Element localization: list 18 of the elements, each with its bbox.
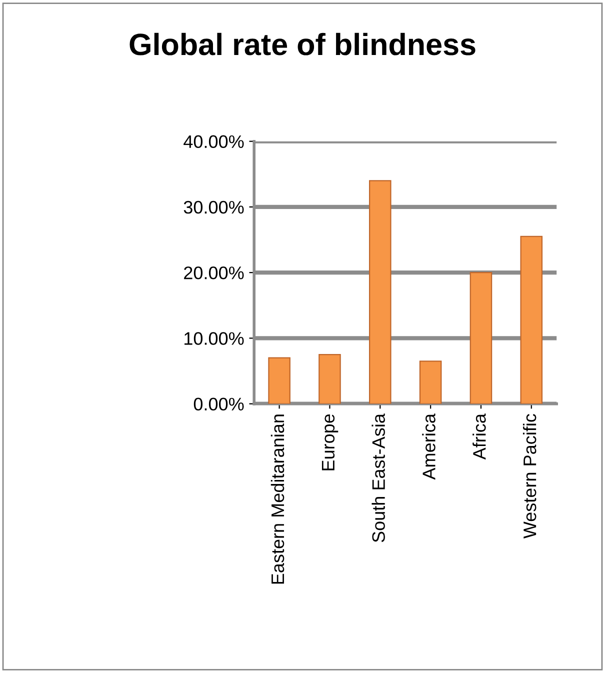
bar xyxy=(419,360,442,404)
chart-title: Global rate of blindness xyxy=(130,32,476,56)
y-tick-label: 40.00% xyxy=(184,135,244,148)
bar xyxy=(268,357,290,404)
y-tick-label: 20.00% xyxy=(184,266,244,280)
y-tick-label: 0.00% xyxy=(194,398,244,411)
y-tick-label: 10.00% xyxy=(184,332,244,345)
bar xyxy=(470,272,492,404)
x-tick-label: Europe xyxy=(322,414,338,470)
x-tick-label: America xyxy=(422,414,436,480)
bar xyxy=(318,354,341,404)
x-tick-label: South East-Asia xyxy=(372,414,385,542)
bar xyxy=(520,236,543,404)
x-tick-label: Eastern Meditaranian xyxy=(270,414,284,584)
x-tick-label: Western Pacific xyxy=(522,414,536,539)
bar xyxy=(369,180,392,404)
y-tick-label: 30.00% xyxy=(184,200,244,214)
x-tick-label: Africa xyxy=(472,414,486,460)
